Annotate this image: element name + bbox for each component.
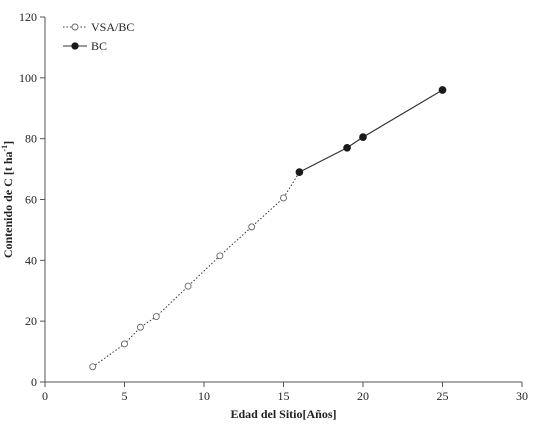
series-line [92,171,300,368]
legend-item: VSA/BC [63,20,134,34]
y-tick-label: 20 [25,314,37,328]
data-point [89,363,97,371]
y-axis-label: Contenido de C [t ha-1] [0,141,15,258]
data-point [152,313,160,321]
plot-area [89,86,447,371]
y-axis-label-superscript: -1 [0,145,9,152]
x-tick-label: 30 [516,389,528,403]
series-vsa-bc [89,168,303,371]
data-point [216,252,224,260]
data-point [121,340,128,348]
x-tick-label: 25 [437,389,449,403]
data-point [136,323,144,331]
y-tick-label: 40 [25,253,37,267]
y-axis-label-end: ] [1,141,15,145]
x-tick-label: 20 [357,389,369,403]
y-tick-label: 0 [31,375,37,389]
x-tick-label: 15 [278,389,290,403]
series-bc [295,86,447,176]
data-point [280,194,287,202]
series-line [299,89,443,173]
y-tick-label: 120 [19,10,37,24]
legend-marker [71,23,79,31]
data-point [343,143,351,152]
legend: VSA/BC BC [63,20,134,53]
data-point [184,282,192,290]
data-point [438,86,447,94]
y-tick-label: 80 [25,132,37,146]
legend-label: VSA/BC [91,20,134,34]
legend-label: BC [91,39,107,53]
axes: 0 20 40 60 80 100 120 0 5 10 15 20 25 30 [19,10,528,403]
data-point [295,168,304,176]
y-tick-label: 60 [25,193,37,207]
legend-item: BC [63,39,107,53]
y-tick-label: 100 [19,71,37,85]
x-tick-label: 5 [122,389,128,403]
legend-marker [71,42,79,50]
data-point [359,133,367,141]
data-point [248,223,256,231]
x-tick-label: 0 [42,389,48,403]
y-axis-label-main: Contenido de C [t ha [1,151,15,258]
x-tick-label: 10 [198,389,210,403]
x-axis-label: Edad del Sitio[Años] [230,407,336,421]
